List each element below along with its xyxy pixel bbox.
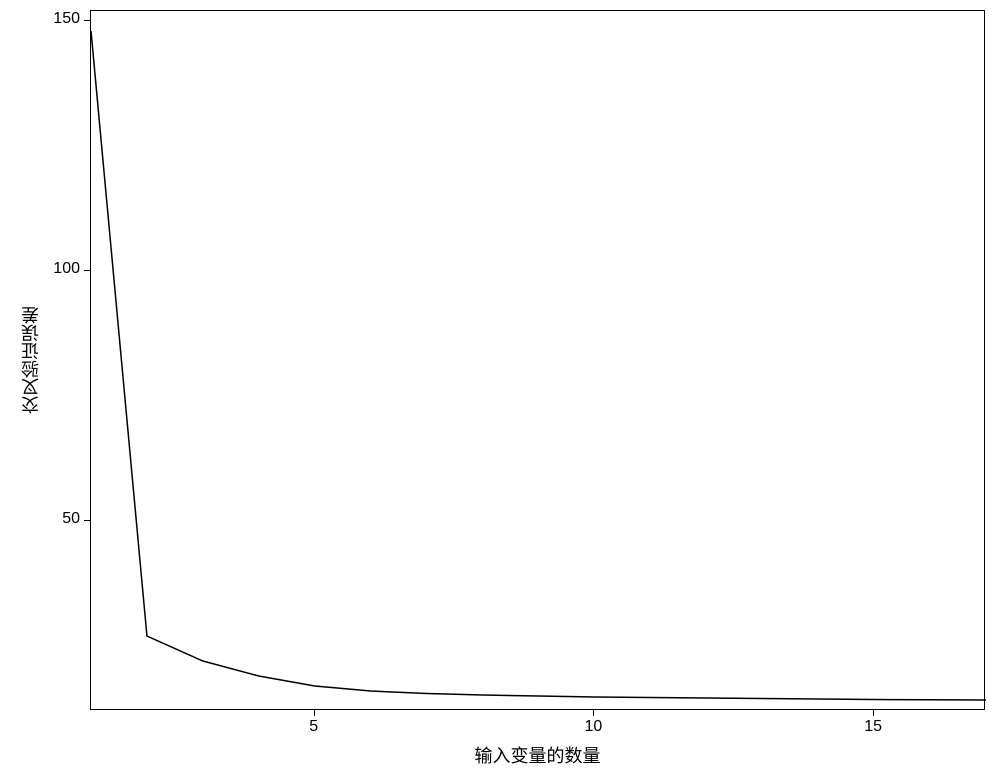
- y-tick-label: 100: [35, 260, 80, 278]
- y-tick-label: 50: [35, 510, 80, 528]
- x-axis-label: 输入变量的数量: [458, 742, 618, 768]
- y-tick-mark: [84, 270, 90, 271]
- y-axis-label: 交叉验证误差: [18, 290, 44, 430]
- x-tick-label: 10: [573, 718, 613, 736]
- y-tick-mark: [84, 20, 90, 21]
- x-tick-mark: [873, 710, 874, 716]
- line-series: [91, 11, 986, 711]
- x-tick-mark: [593, 710, 594, 716]
- y-tick-mark: [84, 520, 90, 521]
- x-tick-label: 15: [853, 718, 893, 736]
- x-tick-mark: [314, 710, 315, 716]
- plot-area: [90, 10, 985, 710]
- chart-container: 交叉验证误差 输入变量的数量 50 100 150 5 10 15: [0, 0, 1000, 772]
- x-tick-label: 5: [294, 718, 334, 736]
- y-tick-label: 150: [35, 10, 80, 28]
